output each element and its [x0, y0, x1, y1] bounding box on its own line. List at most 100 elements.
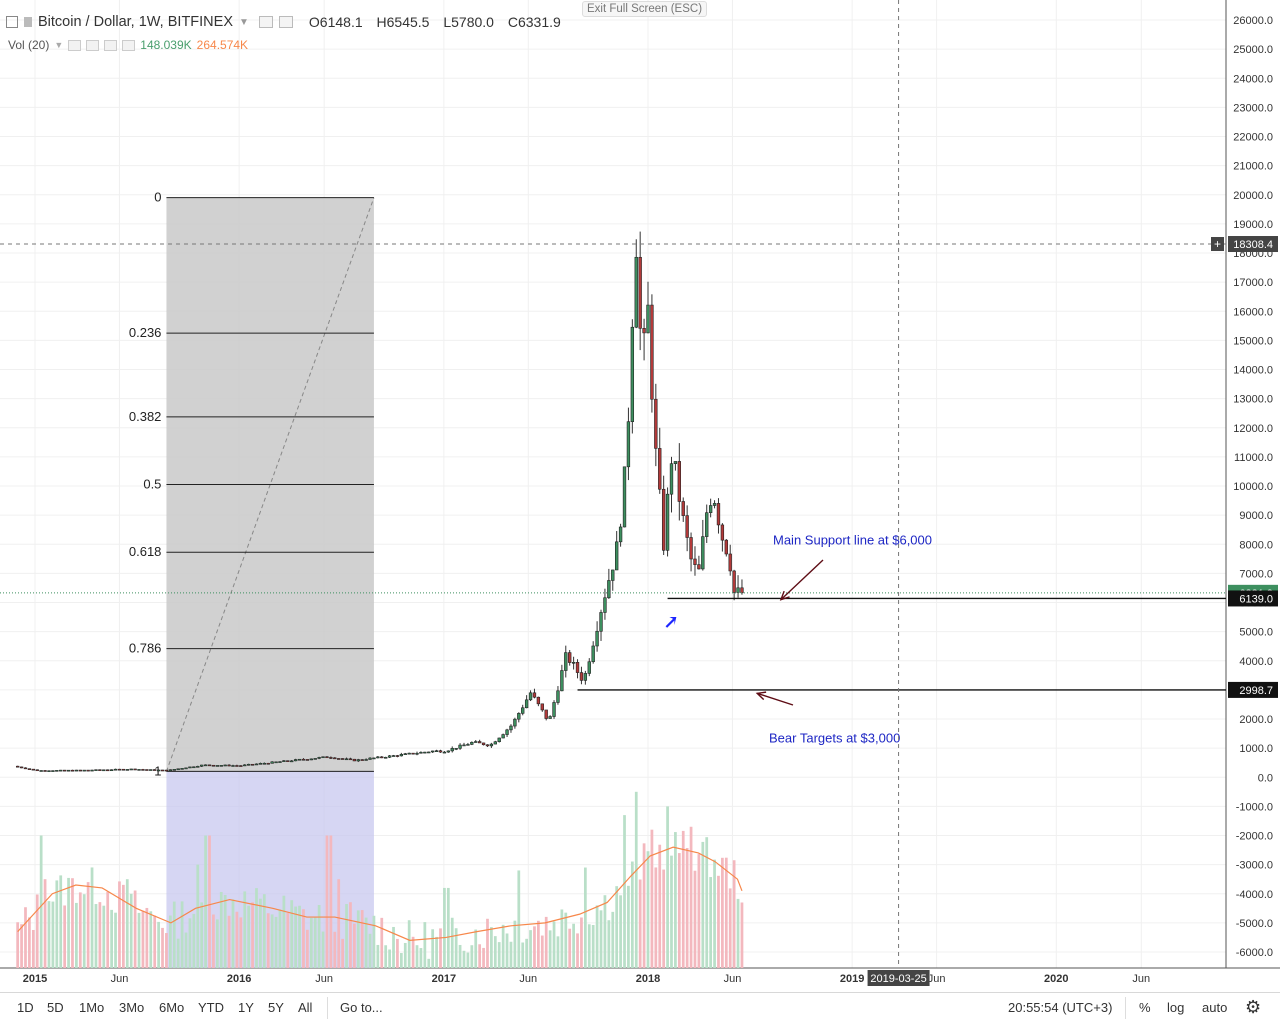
candle-body: [70, 769, 75, 772]
candle-body: [211, 764, 216, 767]
price-axis[interactable]: 26000.0 25000.0 24000.0 23000.0 22000.0 21000…: [1211, 15, 1278, 959]
level-label-bg: [1228, 681, 1278, 698]
volume-bar: [90, 867, 94, 968]
candle-body: [59, 769, 63, 772]
candle-body: [513, 718, 517, 727]
time-tick-label: Jun: [111, 973, 129, 985]
candle-body: [293, 759, 298, 762]
gear-icon[interactable]: ⚙: [1245, 997, 1262, 1017]
candle-body: [532, 692, 537, 698]
volume-bar: [286, 912, 290, 968]
candle-body: [321, 756, 325, 759]
collapse-icon[interactable]: [6, 16, 18, 28]
volume-bar: [86, 882, 90, 968]
candle-body: [517, 713, 521, 720]
candle-body: [411, 752, 415, 755]
candle-body: [681, 501, 685, 516]
volume-bar: [168, 915, 172, 968]
candle-body: [446, 750, 450, 753]
candle-body: [51, 770, 55, 772]
volume-bar: [513, 920, 517, 968]
candle-body: [180, 768, 184, 770]
close-icon[interactable]: [122, 39, 136, 51]
plus-icon[interactable]: +: [1214, 237, 1221, 251]
candle-body: [430, 750, 435, 753]
range-1mo[interactable]: 1Mo: [79, 1000, 105, 1015]
candle-body: [35, 769, 39, 772]
volume-bar: [403, 942, 407, 968]
candle-body: [552, 702, 556, 717]
percent-scale-toggle[interactable]: %: [1139, 1000, 1151, 1015]
candle-body: [297, 758, 302, 761]
candle-body: [317, 757, 321, 759]
volume-bar: [399, 953, 403, 968]
goto-date-button[interactable]: Go to...: [340, 1000, 383, 1015]
volume-label[interactable]: Vol (20): [8, 38, 50, 52]
bottom-toolbar: 1D 5D 1Mo 3Mo 6Mo YTD 1Y 5Y All Go to...…: [0, 992, 1280, 1025]
auto-scale-toggle[interactable]: auto: [1202, 1000, 1228, 1015]
candle-body: [246, 763, 251, 766]
candle-body: [384, 756, 388, 759]
volume-bar: [118, 881, 121, 968]
volume-bar: [482, 947, 485, 968]
log-scale-toggle[interactable]: log: [1167, 1000, 1185, 1015]
range-all[interactable]: All: [298, 1000, 313, 1015]
range-5d[interactable]: 5D: [47, 1000, 64, 1015]
volume-bar: [450, 917, 454, 968]
volume-bar: [380, 917, 384, 968]
level-label: 2998.7: [1239, 685, 1273, 697]
horizontal-levels[interactable]: [0, 592, 1226, 691]
range-6mo[interactable]: 6Mo: [159, 1000, 185, 1015]
annotation-text[interactable]: Main Support line at $6,000: [773, 532, 932, 547]
range-3mo[interactable]: 3Mo: [119, 1000, 145, 1015]
volume-bar: [215, 919, 219, 968]
volume-bar: [587, 924, 591, 968]
range-1y[interactable]: 1Y: [238, 1000, 254, 1015]
exit-fullscreen-button[interactable]: Exit Full Screen (ESC): [582, 1, 708, 17]
candle-body: [266, 762, 270, 765]
settings-icon[interactable]: [86, 39, 100, 51]
chevron-down-icon[interactable]: ▼: [239, 16, 249, 28]
candle-body: [352, 758, 357, 762]
range-5y[interactable]: 5Y: [268, 1000, 284, 1015]
range-ytd[interactable]: YTD: [198, 1000, 224, 1015]
range-1d[interactable]: 1D: [17, 1000, 34, 1015]
volume-bar: [133, 890, 137, 968]
volume-bar: [266, 913, 270, 968]
candle-body: [509, 725, 513, 731]
add-icon[interactable]: [104, 39, 118, 51]
volume-bar: [39, 835, 43, 968]
settings-icon[interactable]: [278, 16, 293, 28]
annotation-text[interactable]: Bear Targets at $3,000: [769, 730, 900, 745]
candle-body: [340, 758, 345, 760]
volume-bar: [599, 910, 603, 968]
volume-bar: [439, 928, 442, 968]
chevron-down-icon[interactable]: ▼: [54, 40, 64, 50]
volume-bar: [290, 900, 294, 968]
eye-icon[interactable]: [258, 16, 273, 28]
volume-bar: [341, 938, 344, 968]
candle-body: [90, 769, 94, 772]
symbol-title[interactable]: Bitcoin / Dollar, 1W, BITFINEX: [38, 14, 233, 30]
annotations[interactable]: Main Support line at $6,000 Bear Targets …: [665, 532, 932, 745]
volume-bar: [572, 923, 575, 968]
candle-body: [153, 769, 157, 771]
time-axis[interactable]: 2015 Jun 2016 Jun 2017 Jun 2018 Jun 2019 Jun 2020 J…: [23, 970, 1150, 986]
volume-bar: [627, 885, 630, 968]
price-tick-label: 9000.0: [1239, 510, 1273, 522]
candle-body: [121, 768, 126, 771]
eye-icon[interactable]: [68, 39, 82, 51]
volume-bar: [717, 875, 720, 968]
volume-bar: [219, 891, 223, 968]
candle-body: [607, 580, 611, 599]
annotation-arrow-head: [779, 590, 790, 601]
volume-bar: [693, 870, 697, 968]
price-tick-label: -5000.0: [1236, 918, 1273, 930]
price-tick-label: 2000.0: [1239, 714, 1273, 726]
candle-body: [724, 539, 728, 555]
candle-body: [380, 756, 384, 759]
volume-bar: [376, 944, 380, 968]
volume-bar: [490, 927, 493, 968]
